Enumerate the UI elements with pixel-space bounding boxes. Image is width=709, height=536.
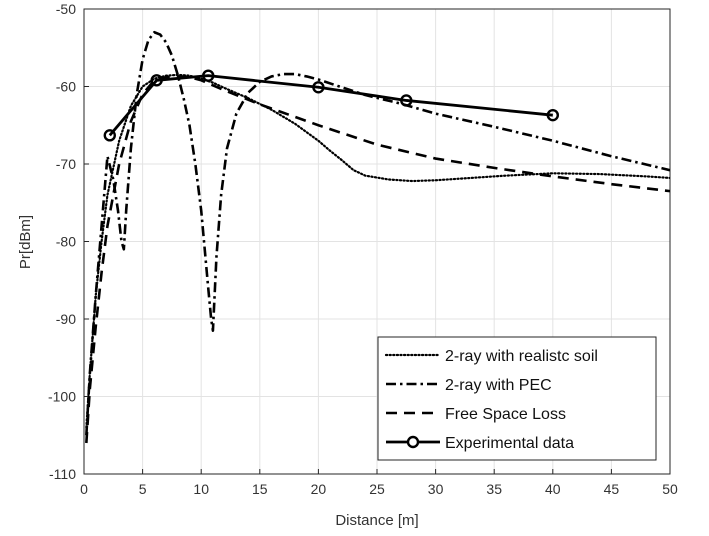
- x-tick-label: 25: [369, 481, 385, 497]
- x-axis-label: Distance [m]: [335, 512, 418, 529]
- x-tick-label: 40: [545, 481, 561, 497]
- y-tick-label: -70: [56, 156, 76, 172]
- legend-item: 2-ray with PEC: [386, 377, 552, 394]
- data-point-marker: [546, 108, 559, 122]
- legend-label: Experimental data: [445, 435, 574, 452]
- legend-label: 2-ray with realistc soil: [445, 348, 598, 365]
- x-tick-label: 30: [428, 481, 444, 497]
- series-line: [85, 30, 670, 436]
- legend: 2-ray with realistc soil 2-ray with PEC Fr…: [377, 336, 657, 461]
- y-axis-label: Pr[dBm]: [17, 215, 34, 269]
- data-point-marker: [103, 129, 116, 142]
- legend-item: Free Space Loss: [386, 406, 566, 423]
- y-tick-label: -60: [56, 79, 76, 95]
- x-tick-label: 20: [311, 481, 327, 497]
- legend-label: Free Space Loss: [445, 406, 566, 423]
- series-2: [85, 30, 670, 436]
- series-layer: [85, 30, 670, 444]
- legend-marker: [406, 435, 420, 449]
- data-point-marker: [400, 94, 413, 107]
- series-line: [85, 73, 670, 429]
- y-tick-label: -90: [56, 311, 76, 327]
- y-tick-label: -50: [56, 1, 76, 17]
- series-line: [108, 74, 553, 137]
- legend-label: 2-ray with PEC: [445, 377, 552, 394]
- y-tick-label: -80: [56, 234, 76, 250]
- x-tick-label: 15: [252, 481, 268, 497]
- x-tick-label: 50: [662, 481, 678, 497]
- x-tick-label: 5: [139, 481, 147, 497]
- y-tick-label: -110: [49, 466, 76, 482]
- y-axis-ticks: -110 -100 -90 -80 -70 -60 -50: [48, 1, 89, 482]
- data-point-marker: [312, 81, 325, 94]
- legend-item: 2-ray with realistc soil: [384, 348, 598, 365]
- series-1: [85, 73, 670, 429]
- x-tick-label: 35: [486, 481, 502, 497]
- legend-box: [377, 336, 657, 461]
- x-tick-label: 10: [193, 481, 209, 497]
- data-point-marker: [150, 74, 163, 87]
- y-tick-label: -100: [48, 389, 76, 405]
- x-tick-label: 0: [80, 481, 88, 497]
- legend-item: Experimental data: [386, 435, 574, 452]
- x-axis-ticks: 0 5 10 15 20 25 30 35 40 45 50: [80, 469, 678, 497]
- data-point-marker: [202, 69, 215, 82]
- series-4: [103, 69, 559, 142]
- x-tick-label: 45: [604, 481, 620, 497]
